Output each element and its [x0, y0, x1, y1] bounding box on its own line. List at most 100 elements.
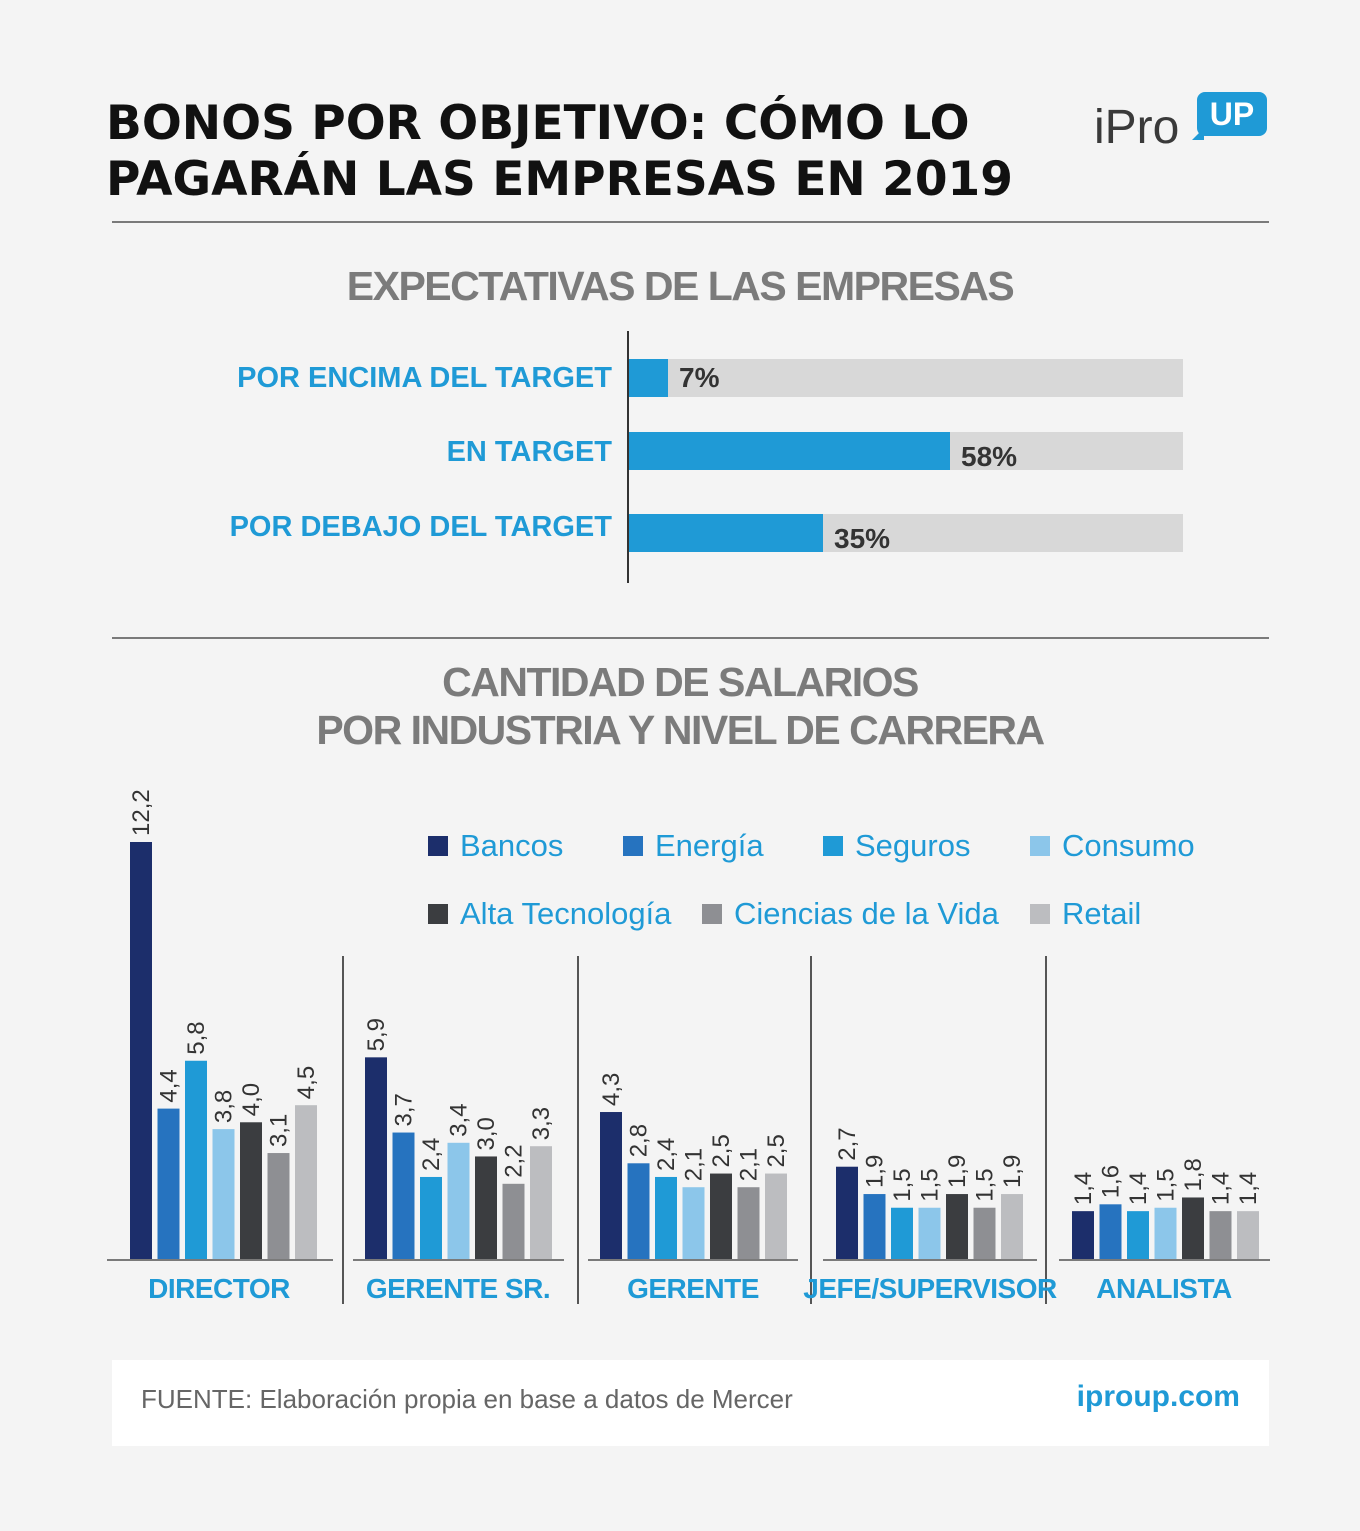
bar	[1001, 1194, 1023, 1259]
expectations-title: EXPECTATIVAS DE LAS EMPRESAS	[346, 263, 1015, 309]
chart-legend: Bancos Energía Seguros Consumo Alta Tecn…	[428, 822, 1288, 952]
bar	[365, 1057, 387, 1259]
legend-swatch-retail	[1030, 904, 1050, 924]
bar	[765, 1173, 787, 1259]
bar	[682, 1187, 705, 1259]
category-label: GERENTE	[627, 1273, 759, 1304]
bar	[973, 1207, 996, 1259]
bar	[891, 1207, 913, 1259]
data-label: 2,2	[501, 1144, 528, 1177]
legend-swatch-consumo	[1030, 836, 1050, 856]
bar	[655, 1176, 677, 1259]
data-label: 5,8	[183, 1021, 210, 1054]
category-label: JEFE/SUPERVISOR	[803, 1273, 1057, 1304]
bar	[1127, 1211, 1149, 1259]
data-label: 1,5	[917, 1168, 944, 1201]
legend-label-ciencias: Ciencias de la Vida	[734, 896, 999, 931]
data-label: 4,5	[293, 1066, 320, 1099]
data-label: 3,3	[528, 1107, 555, 1140]
legend-swatch-bancos	[428, 836, 448, 856]
bar	[447, 1142, 470, 1259]
data-label: 2,5	[763, 1134, 790, 1167]
data-label: 1,5	[972, 1168, 999, 1201]
data-label: 1,9	[944, 1155, 971, 1188]
data-label: 1,9	[862, 1155, 889, 1188]
data-label: 1,5	[889, 1168, 916, 1201]
bar	[737, 1187, 760, 1259]
legend-label-seguros: Seguros	[855, 828, 971, 863]
hbar-value-on: 58%	[961, 441, 1018, 472]
legend-item-retail: Retail	[1030, 892, 1141, 936]
bar	[1209, 1211, 1232, 1259]
legend-item-seguros: Seguros	[823, 824, 970, 868]
data-label: 12,2	[128, 789, 155, 836]
bar	[295, 1105, 317, 1259]
footer-site-link[interactable]: iproup.com	[1076, 1380, 1240, 1413]
data-label: 3,8	[211, 1090, 238, 1123]
legend-item-bancos: Bancos	[428, 824, 563, 868]
bar	[240, 1122, 262, 1259]
data-label: 1,4	[1235, 1172, 1262, 1205]
bar	[185, 1060, 207, 1259]
hbar-fill-above	[629, 359, 668, 397]
hbar-track-below: 35%	[629, 514, 1183, 554]
logo-text: iPro	[1094, 101, 1180, 154]
bar	[1072, 1211, 1094, 1259]
category-label: ANALISTA	[1096, 1273, 1232, 1304]
category-label: DIRECTOR	[148, 1273, 290, 1304]
legend-swatch-alta-tecnologia	[428, 904, 448, 924]
bar	[530, 1146, 552, 1259]
data-label: 1,6	[1098, 1165, 1125, 1198]
bar	[600, 1112, 622, 1259]
iproup-logo: iPro UP	[1092, 92, 1272, 156]
salaries-title-line-2: POR INDUSTRIA Y NIVEL DE CARRERA	[316, 707, 1045, 753]
legend-item-alta-tecnologia: Alta Tecnología	[428, 892, 671, 936]
hbar-label-below: POR DEBAJO DEL TARGET	[229, 511, 612, 543]
legend-swatch-seguros	[823, 836, 843, 856]
data-label: 2,8	[626, 1124, 653, 1157]
bar	[502, 1183, 525, 1259]
hbar-value-above: 7%	[679, 362, 720, 393]
data-label: 3,7	[391, 1093, 418, 1126]
bar	[710, 1173, 732, 1259]
data-label: 2,7	[834, 1127, 861, 1160]
legend-item-ciencias: Ciencias de la Vida	[702, 892, 999, 936]
legend-label-alta-tecnologia: Alta Tecnología	[460, 896, 672, 931]
bar	[212, 1129, 235, 1259]
legend-label-retail: Retail	[1062, 896, 1142, 931]
hbar-fill-on	[629, 432, 950, 470]
legend-item-consumo: Consumo	[1030, 824, 1195, 868]
legend-label-consumo: Consumo	[1062, 828, 1195, 863]
legend-swatch-energia	[623, 836, 643, 856]
hbar-value-below: 35%	[834, 523, 891, 554]
data-label: 1,9	[999, 1155, 1026, 1188]
hbar-axis	[627, 331, 629, 583]
data-label: 2,1	[681, 1148, 708, 1181]
data-label: 4,3	[598, 1073, 625, 1106]
legend-label-energia: Energía	[655, 828, 764, 863]
title-line-2: PAGARÁN LAS EMPRESAS EN 2019	[106, 152, 1013, 207]
data-label: 5,9	[363, 1018, 390, 1051]
data-label: 1,8	[1180, 1158, 1207, 1191]
data-label: 3,0	[473, 1117, 500, 1150]
data-label: 2,1	[736, 1148, 763, 1181]
bar	[1237, 1211, 1259, 1259]
bar	[392, 1132, 415, 1259]
category-label: GERENTE SR.	[366, 1273, 550, 1304]
data-label: 4,4	[156, 1069, 183, 1102]
bar	[627, 1163, 650, 1259]
bar	[130, 842, 152, 1259]
hbar-track-above: 7%	[629, 359, 1183, 397]
section-divider	[112, 637, 1269, 639]
bar	[946, 1194, 968, 1259]
bar	[1154, 1207, 1177, 1259]
data-label: 1,4	[1208, 1172, 1235, 1205]
data-label: 2,4	[418, 1138, 445, 1171]
bar	[863, 1194, 886, 1259]
footer: FUENTE: Elaboración propia en base a dat…	[112, 1360, 1269, 1446]
hbar-fill-below	[629, 514, 823, 552]
data-label: 2,4	[653, 1138, 680, 1171]
bar	[157, 1108, 180, 1259]
bar	[836, 1166, 858, 1259]
data-label: 1,4	[1070, 1172, 1097, 1205]
